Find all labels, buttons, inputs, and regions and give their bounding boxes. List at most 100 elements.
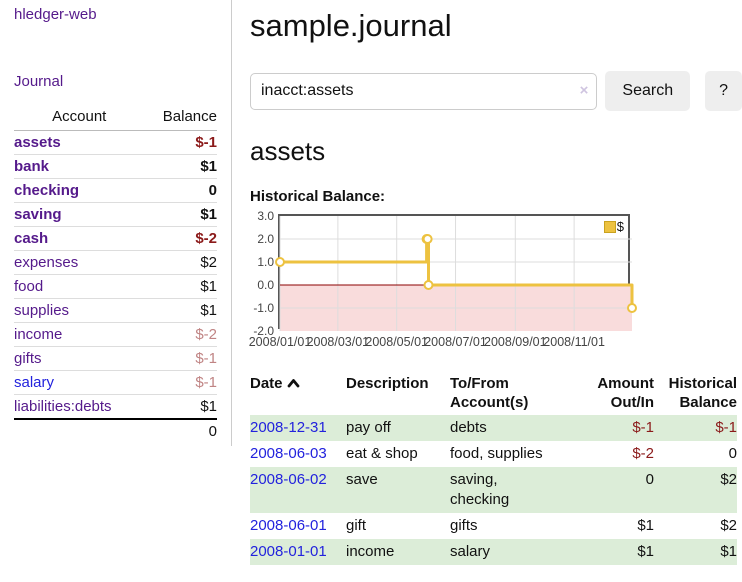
y-tick-label: -2.0 — [253, 324, 274, 338]
chart-legend: $ — [603, 219, 624, 234]
register-cell-date: 2008-06-02 — [250, 467, 346, 513]
y-tick-label: 1.0 — [257, 255, 274, 269]
data-point-marker — [422, 234, 433, 244]
register-row: 2008-06-02 save saving, checking 0 $2 — [250, 467, 737, 513]
account-row: salary $-1 — [14, 370, 217, 395]
x-tick-label: 2008/09/01 — [484, 335, 547, 349]
account-row: liabilities:debts $1 — [14, 394, 217, 419]
search-button[interactable]: Search — [605, 71, 691, 111]
account-link-income[interactable]: income — [14, 326, 63, 343]
account-row: bank $1 — [14, 154, 217, 179]
legend-swatch-icon — [603, 220, 616, 233]
account-link-saving[interactable]: saving — [14, 206, 62, 223]
register-cell-description: income — [346, 543, 395, 560]
account-heading: assets — [250, 136, 326, 166]
app-title-link[interactable]: hledger-web — [14, 6, 97, 23]
register-cell-amount: $1 — [637, 517, 654, 534]
x-tick-label: 2008/05/01 — [365, 335, 428, 349]
register-cell-accounts: gifts — [450, 517, 478, 534]
sidebar-item-journal[interactable]: Journal — [14, 73, 64, 90]
account-row: assets $-1 — [14, 131, 217, 155]
account-row: expenses $2 — [14, 250, 217, 275]
y-tick-label: 3.0 — [257, 209, 274, 223]
account-link-supplies[interactable]: supplies — [14, 302, 70, 319]
clear-search-icon[interactable]: × — [579, 81, 589, 99]
register-row: 2008-01-01 income salary $1 $1 — [250, 539, 737, 565]
account-balance: $1 — [144, 298, 217, 323]
accounts-total-row: 0 — [14, 418, 217, 444]
x-tick-label: 2008/07/01 — [424, 335, 487, 349]
register-cell-balance: $2 — [720, 517, 737, 534]
register-cell-accounts: debts — [450, 419, 487, 436]
register-header-date[interactable]: Date — [250, 372, 346, 415]
account-link-bank[interactable]: bank — [14, 158, 50, 175]
account-balance: $-1 — [195, 134, 217, 151]
transaction-date-link[interactable]: 2008-06-01 — [250, 517, 327, 534]
y-tick-label: 0.0 — [257, 278, 274, 292]
register-cell-amount: $-1 — [632, 419, 654, 436]
accounts-header-row: Account Balance — [14, 104, 217, 131]
account-link-food[interactable]: food — [14, 278, 44, 295]
y-tick-label: -1.0 — [253, 301, 274, 315]
register-cell-date: 2008-06-03 — [250, 441, 346, 467]
x-tick-label: 2008/11/01 — [543, 335, 605, 349]
account-link-gifts[interactable]: gifts — [14, 350, 42, 367]
register-header-balance[interactable]: Historical Balance — [668, 375, 737, 411]
account-link-cash[interactable]: cash — [14, 230, 49, 247]
account-link-liabilities-debts[interactable]: liabilities:debts — [14, 398, 112, 415]
account-balance: $-1 — [144, 370, 217, 395]
account-row: checking 0 — [14, 178, 217, 203]
accounts-header-balance: Balance — [144, 104, 217, 131]
register-table: Date Description To/From Account(s) Amou… — [250, 372, 737, 565]
help-button[interactable]: ? — [705, 71, 742, 111]
main-content: sample.journal × Search ? assets Histori… — [248, 0, 742, 565]
register-cell-description: gift — [346, 517, 367, 534]
register-cell-amount: $1 — [637, 543, 654, 560]
accounts-table: Account Balance assets $-1 bank $1 checking 0… — [14, 104, 217, 444]
register-header-description[interactable]: Description — [346, 375, 429, 392]
register-cell-accounts: salary — [450, 543, 491, 560]
transaction-date-link[interactable]: 2008-06-03 — [250, 445, 327, 462]
account-balance: $1 — [144, 274, 217, 299]
historical-balance-chart: -2.0 -1.0 0.0 1.0 2.0 3.0 $ 2008/01/01 2008/03… — [248, 209, 742, 351]
register-cell-accounts: food, supplies — [450, 445, 543, 462]
register-cell-amount: 0 — [645, 471, 654, 488]
data-point-marker — [627, 303, 637, 313]
account-row: gifts $-1 — [14, 346, 217, 371]
register-row: 2008-12-31 pay off debts $-1 $-1 — [250, 415, 737, 441]
register-cell-balance: $-1 — [715, 419, 737, 436]
account-link-assets[interactable]: assets — [14, 134, 61, 151]
account-balance: 0 — [144, 178, 217, 203]
account-row: supplies $1 — [14, 298, 217, 323]
account-row: saving $1 — [14, 202, 217, 227]
register-header-accounts[interactable]: To/From Account(s) — [450, 375, 529, 411]
register-header-row: Date Description To/From Account(s) Amou… — [250, 372, 737, 415]
search-bar: × Search ? — [250, 71, 742, 111]
accounts-header-account: Account — [14, 104, 145, 131]
account-row: food $1 — [14, 274, 217, 299]
y-tick-label: 2.0 — [257, 232, 274, 246]
x-tick-label: 2008/01/01 — [248, 335, 312, 349]
register-cell-balance: 0 — [728, 445, 737, 462]
transaction-date-link[interactable]: 2008-01-01 — [250, 543, 327, 560]
account-link-expenses[interactable]: expenses — [14, 254, 79, 271]
account-link-checking[interactable]: checking — [14, 182, 80, 199]
account-balance: $-1 — [144, 346, 217, 371]
sort-ascending-icon — [287, 379, 299, 388]
register-cell-balance: $2 — [720, 471, 737, 488]
chart-heading: Historical Balance: — [250, 188, 386, 205]
account-balance: $1 — [144, 394, 217, 419]
accounts-total-value: 0 — [144, 418, 217, 444]
account-balance: $-2 — [144, 322, 217, 347]
legend-label: $ — [616, 219, 624, 234]
register-cell-balance: $1 — [720, 543, 737, 560]
chart-canvas — [275, 216, 637, 331]
account-row: cash $-2 — [14, 226, 217, 251]
register-header-amount[interactable]: Amount Out/In — [597, 375, 654, 411]
transaction-date-link[interactable]: 2008-12-31 — [250, 419, 327, 436]
transaction-date-link[interactable]: 2008-06-02 — [250, 471, 327, 488]
account-link-salary[interactable]: salary — [14, 374, 55, 391]
chart-y-axis-labels: -2.0 -1.0 0.0 1.0 2.0 3.0 — [250, 209, 278, 338]
account-balance: $1 — [144, 154, 217, 179]
search-input[interactable] — [250, 72, 598, 110]
